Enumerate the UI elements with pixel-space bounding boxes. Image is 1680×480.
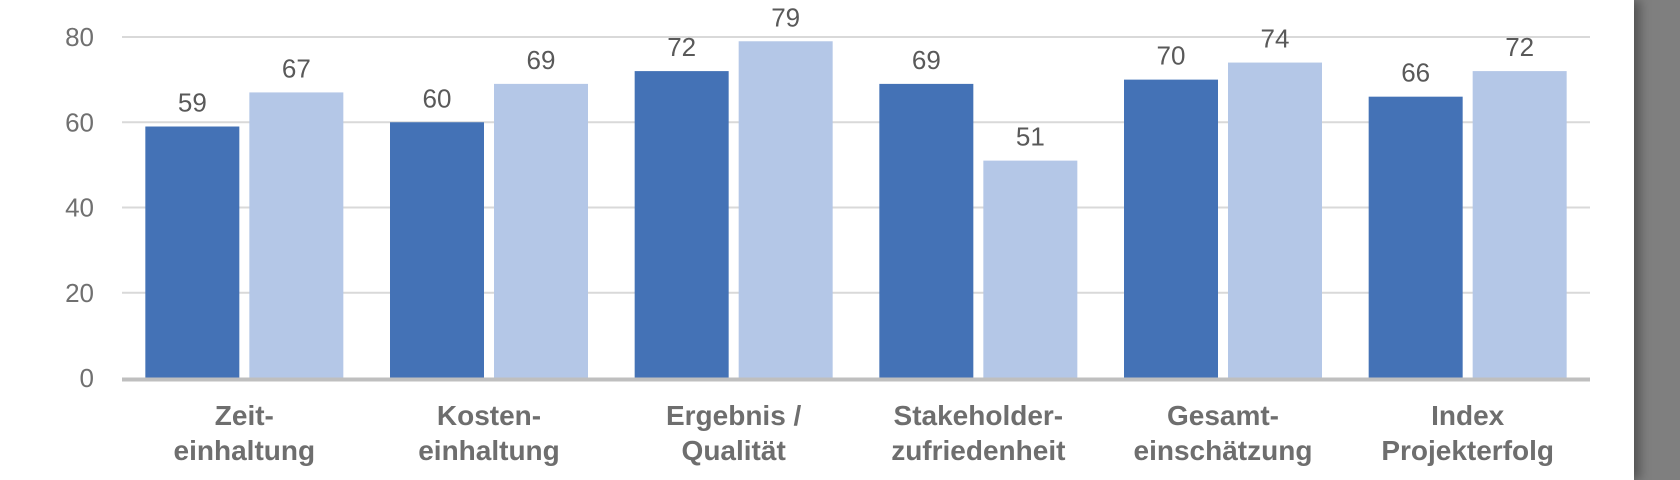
data-label: 74 <box>1261 24 1290 54</box>
data-label: 59 <box>178 88 207 118</box>
bar-series-1 <box>1368 96 1463 379</box>
data-label: 60 <box>423 83 452 113</box>
category-label: einhaltung <box>418 435 560 466</box>
category-labels: Zeit-einhaltung Kosten-einhaltung Ergebnis… <box>174 400 1554 466</box>
data-label: 69 <box>912 45 941 75</box>
y-tick-label: 60 <box>65 107 94 137</box>
category-label: Qualität <box>682 435 786 466</box>
category-label: einhaltung <box>174 435 316 466</box>
y-tick-label: 40 <box>65 193 94 223</box>
bar-series-2 <box>249 92 344 378</box>
y-tick-label: 0 <box>80 363 94 393</box>
category-label: Ergebnis / <box>666 400 802 431</box>
data-labels: 59 67 60 69 72 79 69 51 70 74 66 72 <box>178 2 1534 151</box>
category-label: einschätzung <box>1134 435 1313 466</box>
category-label: Zeit- <box>215 400 274 431</box>
bar-chart: 0 20 40 60 80 59 67 60 69 72 79 69 51 70 74 66 72 Zeit-… <box>65 2 1590 466</box>
data-label: 51 <box>1016 122 1045 152</box>
bar-series-2 <box>983 160 1078 378</box>
bars <box>145 41 1567 379</box>
data-label: 79 <box>771 2 800 32</box>
bar-series-1 <box>390 122 484 378</box>
data-label: 72 <box>667 32 696 62</box>
bar-series-2 <box>1228 62 1322 378</box>
bar-series-1 <box>634 71 729 378</box>
y-tick-label: 20 <box>65 278 94 308</box>
data-label: 67 <box>282 53 311 83</box>
category-label: Index <box>1431 400 1505 431</box>
category-label: zufriedenheit <box>891 435 1065 466</box>
category-label: Projekterfolg <box>1381 435 1554 466</box>
data-label: 70 <box>1157 41 1186 71</box>
gridlines <box>122 36 1590 294</box>
data-label: 69 <box>527 45 556 75</box>
category-label: Gesamt- <box>1167 400 1279 431</box>
category-label: Kosten- <box>437 400 541 431</box>
data-label: 72 <box>1505 32 1534 62</box>
chart-panel: 0 20 40 60 80 59 67 60 69 72 79 69 51 70 74 66 72 Zeit-… <box>0 0 1634 480</box>
bar-series-2 <box>1472 71 1567 378</box>
y-axis-ticks: 0 20 40 60 80 <box>65 22 94 393</box>
bar-series-1 <box>145 126 240 378</box>
category-label: Stakeholder- <box>894 400 1064 431</box>
bar-series-2 <box>738 41 833 378</box>
y-tick-label: 80 <box>65 22 94 52</box>
bar-series-2 <box>494 83 588 378</box>
data-label: 66 <box>1401 58 1430 88</box>
bar-series-1 <box>879 83 974 378</box>
bar-series-1 <box>1124 79 1218 378</box>
